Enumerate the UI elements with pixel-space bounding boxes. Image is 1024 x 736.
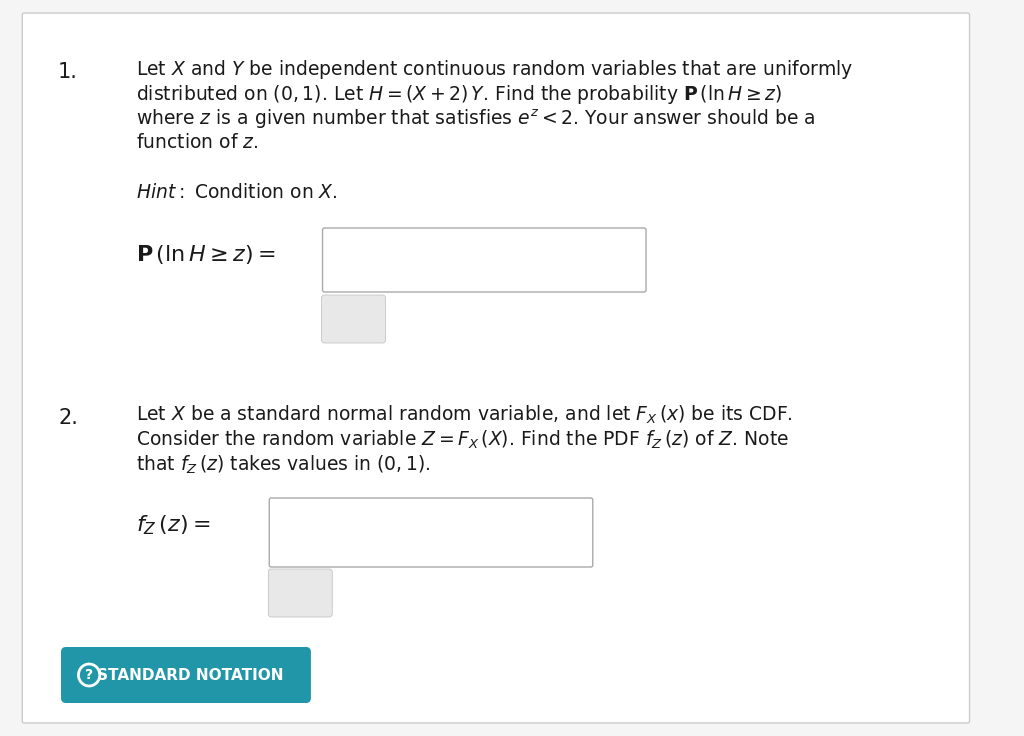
Text: distributed on $(0,1)$. Let $H = (X+2)\,Y$. Find the probability $\mathbf{P}\,(\: distributed on $(0,1)$. Let $H = (X+2)\,… [135,83,781,106]
Text: 1.: 1. [58,62,78,82]
Text: $\mathit{Hint:}$ Condition on $X$.: $\mathit{Hint:}$ Condition on $X$. [135,183,337,202]
FancyBboxPatch shape [61,647,311,703]
Text: Let $\mathit{X}$ and $\mathit{Y}$ be independent continuous random variables tha: Let $\mathit{X}$ and $\mathit{Y}$ be ind… [135,58,853,81]
Text: Let $\mathit{X}$ be a standard normal random variable, and let $F_X\,(x)$ be its: Let $\mathit{X}$ be a standard normal ra… [135,404,793,426]
FancyBboxPatch shape [322,295,385,343]
FancyBboxPatch shape [268,569,332,617]
FancyBboxPatch shape [323,228,646,292]
Text: function of $z$.: function of $z$. [135,133,258,152]
Text: STANDARD NOTATION: STANDARD NOTATION [96,668,283,684]
Text: $\mathbf{P}\,(\ln H \geq z) =$: $\mathbf{P}\,(\ln H \geq z) =$ [135,243,275,266]
Text: that $f_Z\,(z)$ takes values in $(0,1)$.: that $f_Z\,(z)$ takes values in $(0,1)$. [135,454,430,476]
Text: $f_Z\,(z) =$: $f_Z\,(z) =$ [135,513,210,537]
Text: ?: ? [85,668,93,682]
FancyBboxPatch shape [23,13,970,723]
Text: 2.: 2. [58,408,78,428]
Text: Consider the random variable $Z = F_X\,(X)$. Find the PDF $f_Z\,(z)$ of $Z$. Not: Consider the random variable $Z = F_X\,(… [135,429,788,451]
FancyBboxPatch shape [269,498,593,567]
Text: where $z$ is a given number that satisfies $e^z < 2$. Your answer should be a: where $z$ is a given number that satisfi… [135,108,815,132]
